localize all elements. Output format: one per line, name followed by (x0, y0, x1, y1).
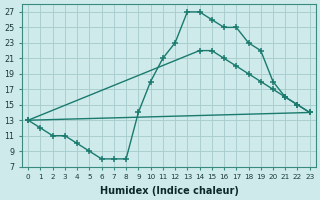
X-axis label: Humidex (Indice chaleur): Humidex (Indice chaleur) (100, 186, 238, 196)
